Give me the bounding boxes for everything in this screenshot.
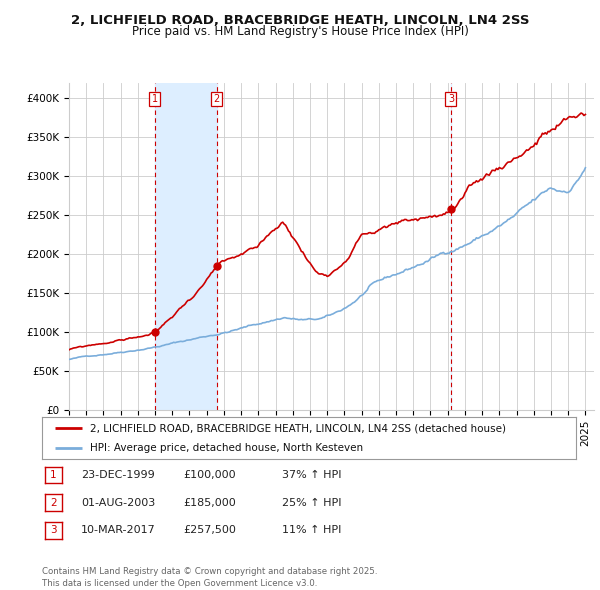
Text: 2: 2 [214, 94, 220, 104]
Text: 10-MAR-2017: 10-MAR-2017 [81, 526, 156, 535]
Bar [155, 83, 217, 410]
Text: Contains HM Land Registry data © Crown copyright and database right 2025.
This d: Contains HM Land Registry data © Crown c… [42, 568, 377, 588]
Text: Price paid vs. HM Land Registry's House Price Index (HPI): Price paid vs. HM Land Registry's House … [131, 25, 469, 38]
Text: 2, LICHFIELD ROAD, BRACEBRIDGE HEATH, LINCOLN, LN4 2SS (detached house): 2, LICHFIELD ROAD, BRACEBRIDGE HEATH, LI… [90, 423, 506, 433]
Text: 01-AUG-2003: 01-AUG-2003 [81, 498, 155, 507]
Text: 23-DEC-1999: 23-DEC-1999 [81, 470, 155, 480]
Text: 2: 2 [50, 498, 57, 507]
Text: £185,000: £185,000 [183, 498, 236, 507]
Text: 3: 3 [50, 526, 57, 535]
Text: HPI: Average price, detached house, North Kesteven: HPI: Average price, detached house, Nort… [90, 442, 363, 453]
Text: 11% ↑ HPI: 11% ↑ HPI [282, 526, 341, 535]
Text: 25% ↑ HPI: 25% ↑ HPI [282, 498, 341, 507]
Text: 2, LICHFIELD ROAD, BRACEBRIDGE HEATH, LINCOLN, LN4 2SS: 2, LICHFIELD ROAD, BRACEBRIDGE HEATH, LI… [71, 14, 529, 27]
Text: 1: 1 [151, 94, 158, 104]
Text: 1: 1 [50, 470, 57, 480]
Text: 37% ↑ HPI: 37% ↑ HPI [282, 470, 341, 480]
Text: 3: 3 [448, 94, 454, 104]
Text: £257,500: £257,500 [183, 526, 236, 535]
Text: £100,000: £100,000 [183, 470, 236, 480]
